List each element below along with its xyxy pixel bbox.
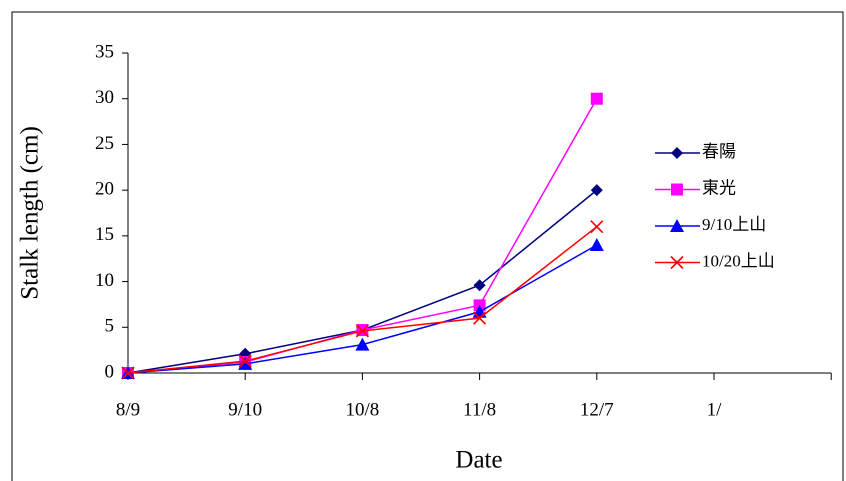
y-tick-label: 0: [105, 361, 115, 382]
marker: [590, 184, 603, 197]
marker: [121, 366, 135, 380]
marker: [590, 220, 604, 234]
legend-marker: [670, 219, 684, 232]
marker: [590, 92, 603, 105]
legend-marker: [671, 183, 683, 196]
legend-label: 10/20上山: [702, 251, 775, 270]
x-tick-label: 11/8: [463, 399, 496, 420]
marker: [473, 279, 486, 292]
y-tick-label: 10: [95, 270, 114, 291]
chart-frame: [11, 11, 844, 481]
y-tick-label: 15: [95, 224, 114, 245]
y-tick-label: 25: [95, 133, 114, 154]
legend-marker: [670, 255, 684, 270]
legend-marker: [671, 147, 683, 159]
legend-label: 春陽: [702, 142, 736, 161]
marker: [355, 337, 370, 351]
x-tick-label: 1/: [707, 399, 723, 420]
y-tick-label: 30: [95, 87, 114, 108]
x-tick-label: 9/10: [228, 399, 262, 420]
x-tick-label: 8/9: [116, 399, 140, 420]
x-tick-label: 12/7: [580, 399, 614, 420]
y-tick-label: 5: [105, 316, 115, 337]
marker: [238, 354, 252, 368]
marker: [473, 311, 487, 325]
marker: [589, 238, 604, 251]
y-axis-label: Stalk length (cm): [17, 126, 44, 300]
y-tick-label: 35: [95, 41, 114, 62]
x-axis-label: Date: [455, 447, 502, 474]
legend-label: 東光: [702, 178, 736, 197]
marker: [238, 356, 253, 370]
marker: [355, 324, 369, 338]
y-tick-label: 20: [95, 179, 114, 200]
legend-label: 9/10上山: [702, 215, 766, 234]
x-tick-label: 10/8: [346, 399, 380, 420]
